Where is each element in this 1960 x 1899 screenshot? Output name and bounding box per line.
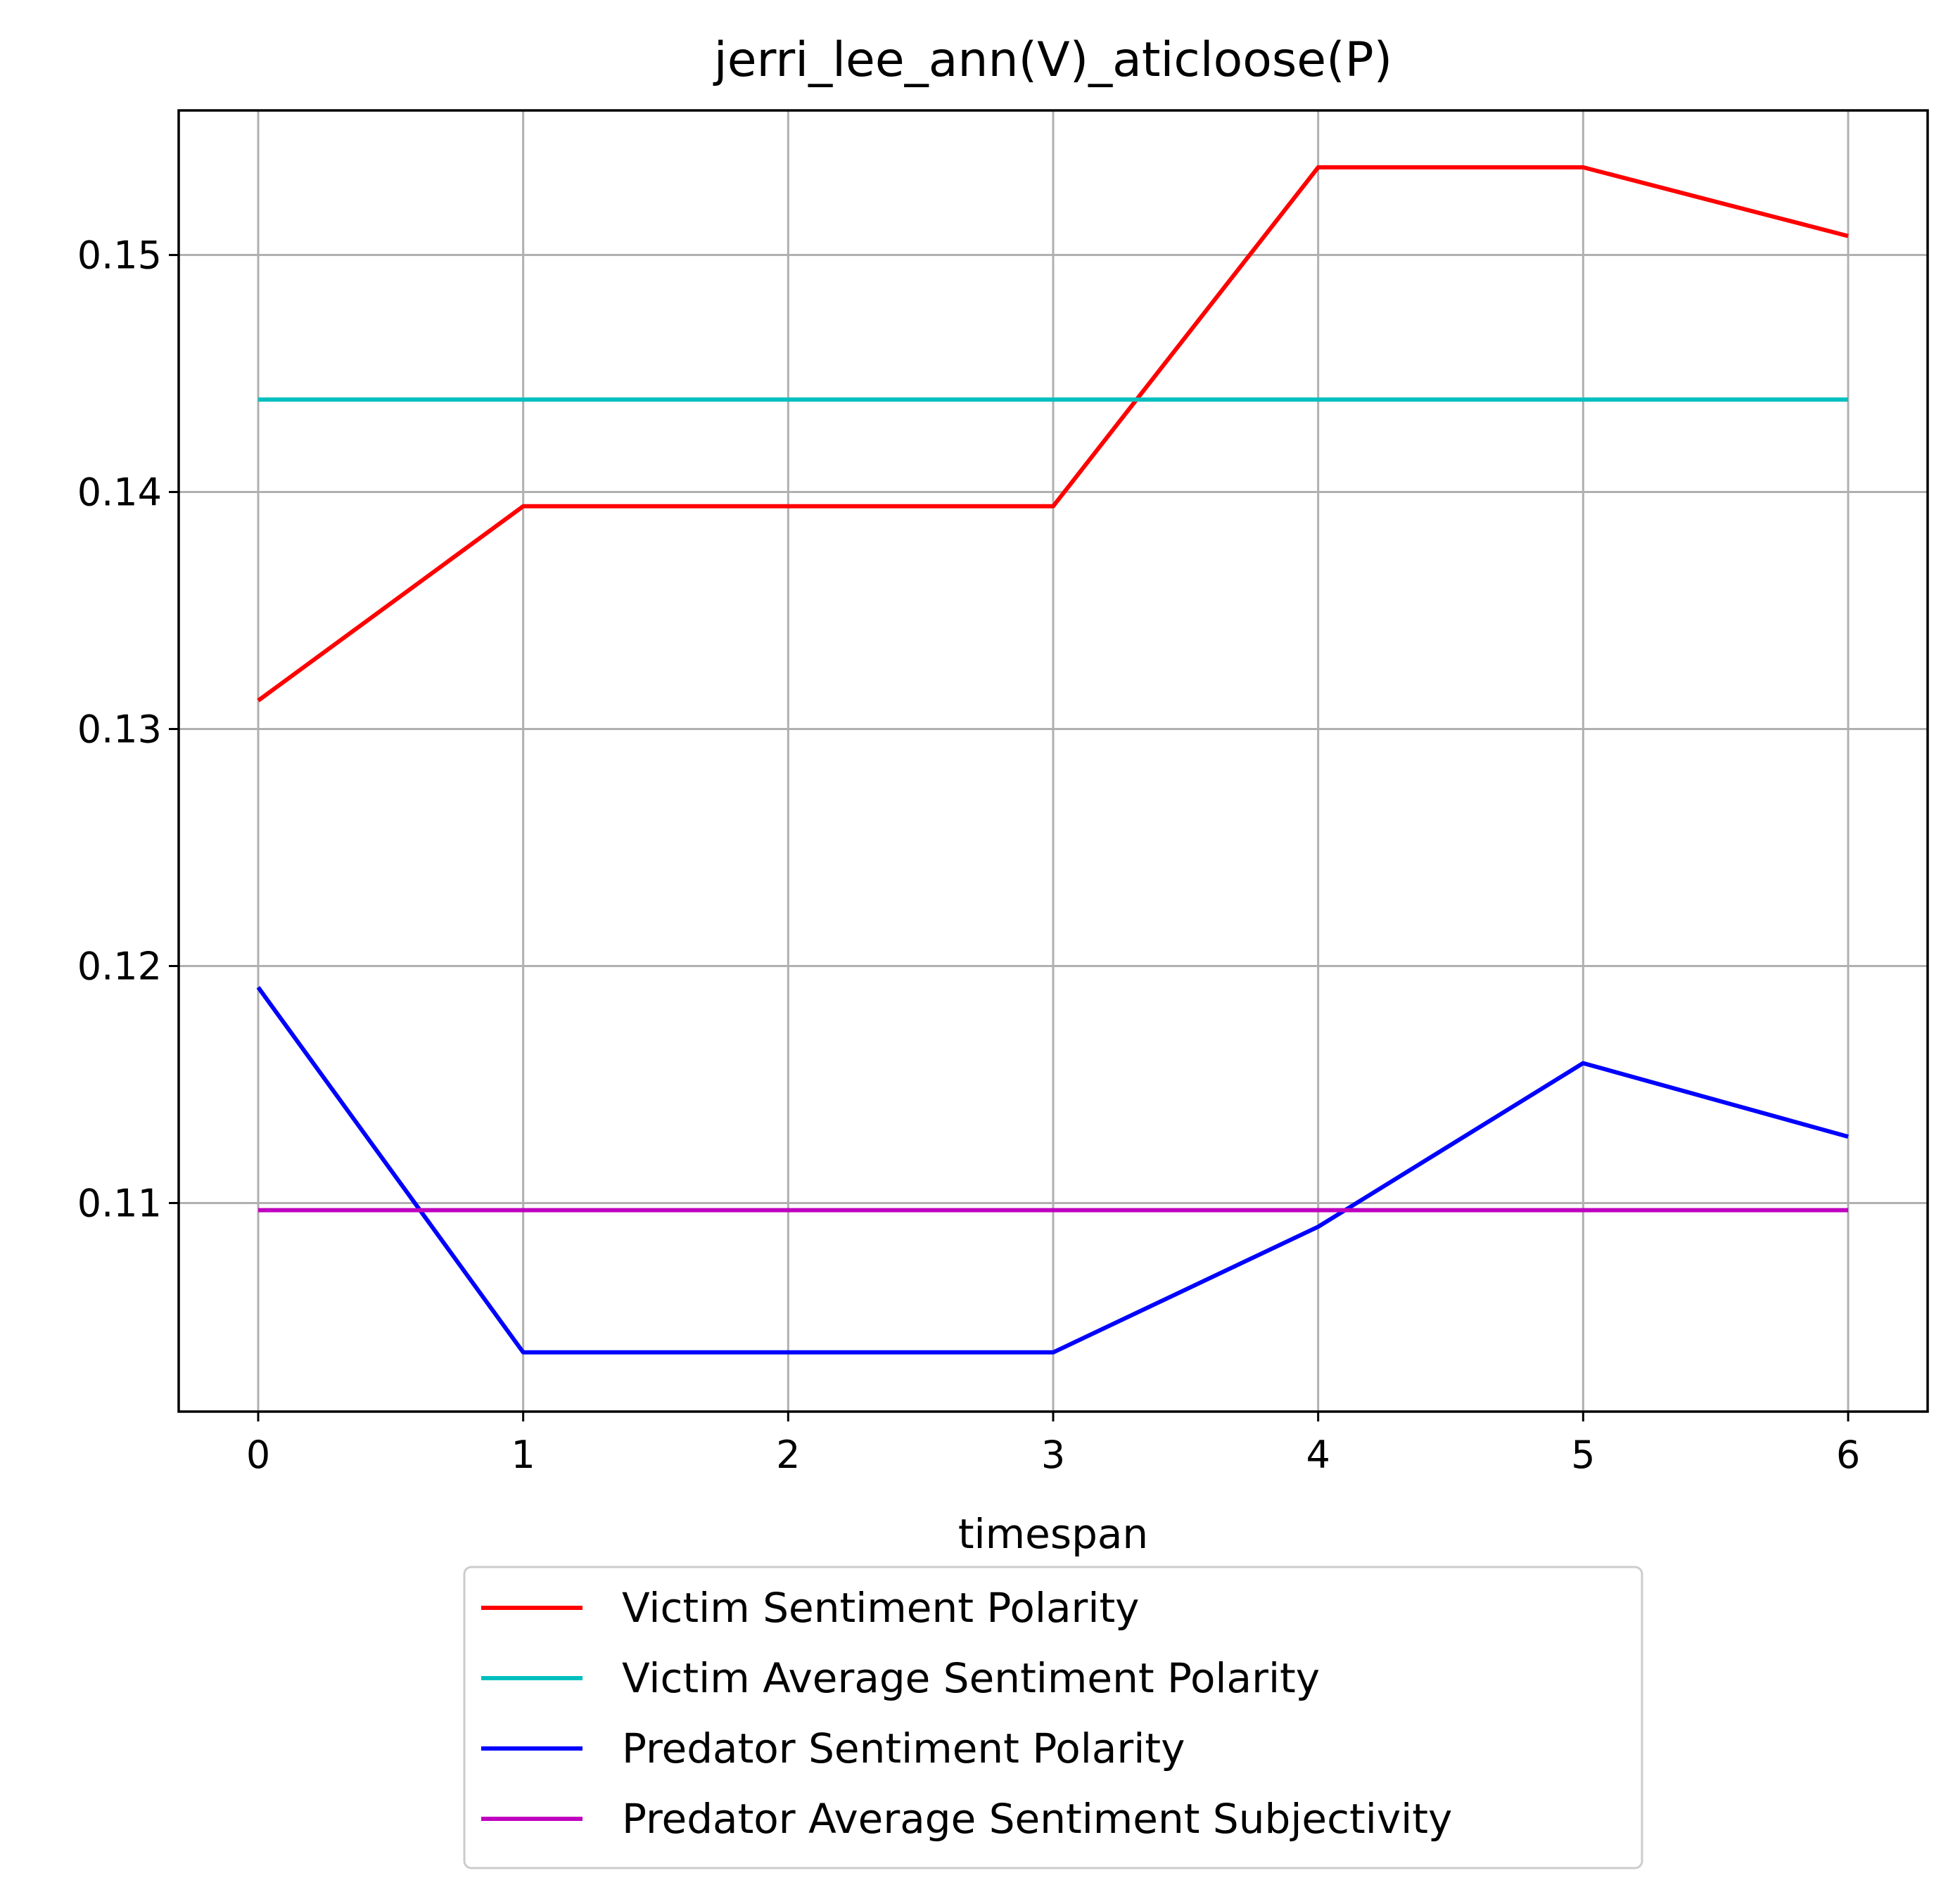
y-axis-ticks: 0.11 0.12 0.13 0.14 0.15 [77, 234, 179, 1225]
legend: Victim Sentiment Polarity Victim Average … [463, 1566, 1643, 1869]
x-axis-label: timespan [958, 1510, 1148, 1558]
y-tick-label: 0.11 [77, 1181, 162, 1225]
chart-title: jerri_lee_ann(V)_aticloose(P) [713, 32, 1392, 88]
x-tick-label: 3 [1041, 1433, 1065, 1477]
x-tick-label: 0 [246, 1433, 270, 1477]
legend-label: Predator Average Sentiment Subjectivity [622, 1795, 1452, 1843]
legend-label: Predator Sentiment Polarity [622, 1725, 1185, 1772]
x-tick-label: 6 [1836, 1433, 1860, 1477]
y-tick-label: 0.12 [77, 944, 162, 988]
x-tick-label: 2 [776, 1433, 800, 1477]
legend-box [463, 1566, 1643, 1869]
series-layer [256, 165, 1849, 1355]
x-tick-label: 1 [511, 1433, 535, 1477]
y-tick-label: 0.14 [77, 471, 162, 515]
series-line-1 [257, 165, 1849, 703]
x-tick-label: 4 [1306, 1433, 1330, 1477]
legend-label: Victim Sentiment Polarity [622, 1584, 1140, 1632]
legend-label: Victim Average Sentiment Polarity [622, 1654, 1320, 1702]
x-axis-ticks: 0 1 2 3 4 5 6 [246, 1412, 1860, 1477]
series-line-3 [256, 986, 1849, 1355]
legend-items: Victim Sentiment Polarity Victim Average … [481, 1584, 1452, 1843]
grid [179, 110, 1928, 1412]
x-tick-label: 5 [1571, 1433, 1595, 1477]
y-tick-label: 0.13 [77, 708, 162, 752]
y-tick-label: 0.15 [77, 234, 162, 278]
